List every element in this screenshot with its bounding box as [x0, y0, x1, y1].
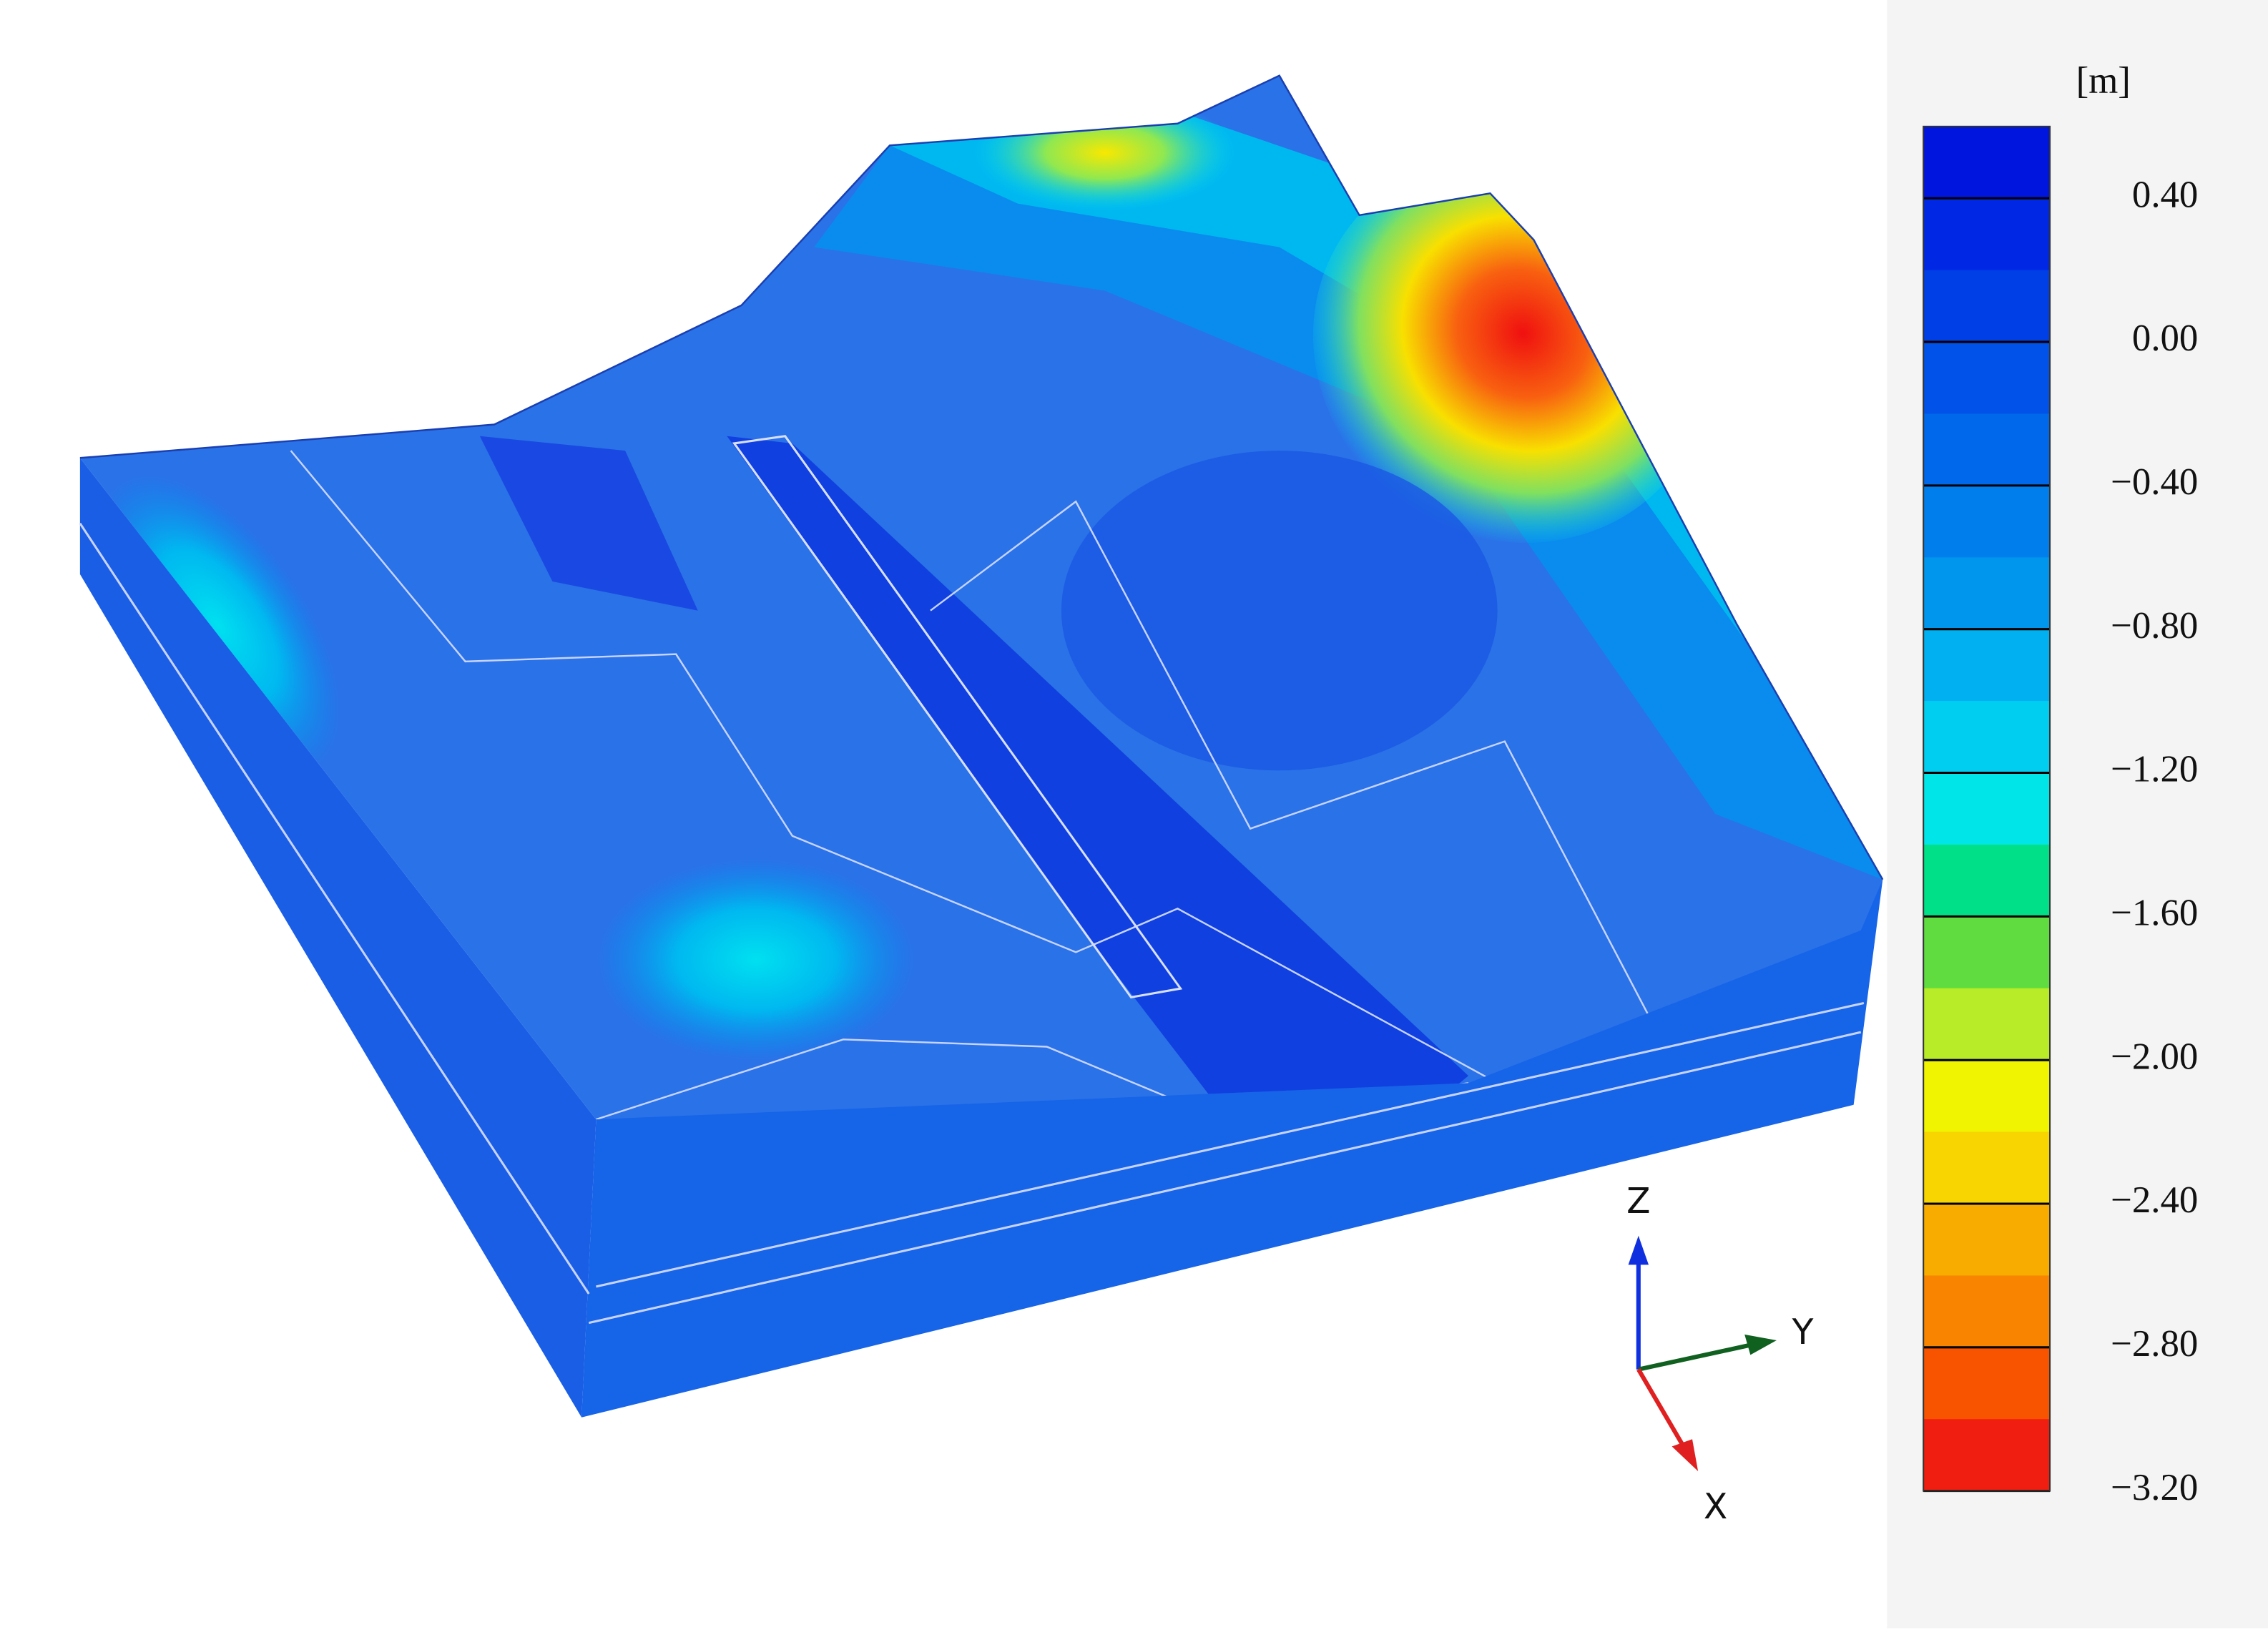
colorbar-band: [1923, 844, 2051, 918]
colorbar-band: [1923, 988, 2051, 1061]
colorbar-band: [1923, 916, 2051, 989]
outline: [79, 74, 1884, 880]
colorbar-tick-label: −2.00: [2111, 1036, 2198, 1077]
colorbar-tick-label: −0.40: [2111, 461, 2198, 503]
x-arrow: [1671, 1439, 1699, 1471]
layer-line: [596, 1002, 1865, 1288]
colorbar-band: [1923, 1131, 2051, 1205]
layer-line: [588, 1031, 1862, 1325]
colorbar-band: [1923, 1347, 2051, 1420]
colorbar-frame: [1923, 125, 2051, 1492]
x-label: X: [1704, 1486, 1727, 1527]
colorbar-band: [1923, 485, 2051, 559]
colorbar-unit: [m]: [2076, 60, 2131, 102]
colorbar-band: [1923, 126, 2051, 200]
section-line: [930, 500, 1659, 1033]
colorbar-band: [1923, 701, 2051, 774]
contour-band: [1061, 451, 1498, 771]
colorbar-band: [1923, 629, 2051, 702]
z-arrow: [1628, 1235, 1649, 1265]
colorbar-band: [1923, 1203, 2051, 1277]
y-label: Y: [1792, 1312, 1814, 1352]
colorbar-tick-label: −3.20: [2111, 1467, 2198, 1508]
colorbar-band: [1923, 342, 2051, 415]
colorbar-band: [1923, 1275, 2051, 1348]
x-axis: [1636, 1368, 1686, 1448]
colorbar-band: [1923, 1060, 2051, 1133]
colorbar-tick-label: −2.40: [2111, 1179, 2198, 1221]
colorbar-band: [1923, 413, 2051, 486]
y-axis: [1638, 1342, 1753, 1372]
structure: [732, 435, 1183, 999]
colorbar-band: [1923, 1419, 2051, 1492]
layer-line: [79, 522, 590, 1295]
colorbar-tick-label: −2.80: [2111, 1323, 2198, 1365]
y-arrow: [1744, 1334, 1777, 1355]
left-face: [79, 458, 597, 1418]
colorbar-tick-label: −1.20: [2111, 749, 2198, 790]
colorbar-band: [1923, 772, 2051, 845]
colorbar-tick-label: 0.40: [2132, 174, 2198, 215]
contour-band: [95, 473, 341, 777]
colorbar: [m] 0.40 0.00 −0.40 −0.80 −1.20 −1.60 −2.00 −2.…: [1923, 60, 2198, 1508]
contour-band: [596, 858, 916, 1061]
z-label: Z: [1626, 1181, 1650, 1222]
colorbar-tick-label: 0.00: [2132, 318, 2198, 359]
colorbar-band: [1923, 557, 2051, 630]
colorbar-band: [1923, 198, 2051, 271]
contour-band: [479, 436, 698, 611]
section-line: [290, 450, 1498, 1084]
colorbar-tick-label: −1.60: [2111, 892, 2198, 933]
colorbar-tick-label: −0.80: [2111, 605, 2198, 647]
colorbar-band: [1923, 270, 2051, 343]
axis-triad: Z Y X: [1626, 1181, 1813, 1527]
